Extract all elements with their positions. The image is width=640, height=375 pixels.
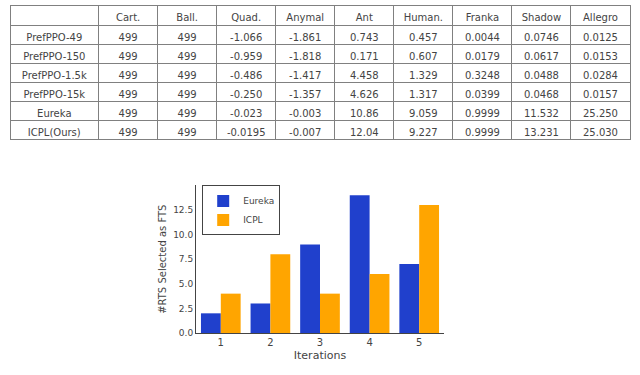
svg-text:499: 499 xyxy=(119,89,138,100)
svg-text:-0.003: -0.003 xyxy=(289,108,321,119)
svg-text:Quad.: Quad. xyxy=(231,12,261,23)
svg-text:13.231: 13.231 xyxy=(524,127,559,138)
svg-text:9.059: 9.059 xyxy=(409,108,438,119)
svg-text:5: 5 xyxy=(416,337,422,348)
svg-text:0.0: 0.0 xyxy=(179,328,194,338)
svg-text:Allegro: Allegro xyxy=(583,12,618,23)
svg-text:-0.486: -0.486 xyxy=(230,70,262,81)
svg-text:499: 499 xyxy=(119,108,138,119)
svg-text:Human.: Human. xyxy=(404,12,443,23)
svg-text:0.0153: 0.0153 xyxy=(583,51,618,62)
svg-text:7.5: 7.5 xyxy=(179,254,193,264)
svg-text:499: 499 xyxy=(178,108,197,119)
svg-text:Eureka: Eureka xyxy=(243,196,274,206)
svg-text:0.3248: 0.3248 xyxy=(465,70,500,81)
svg-text:-0.959: -0.959 xyxy=(230,51,262,62)
svg-text:0.607: 0.607 xyxy=(409,51,438,62)
svg-text:499: 499 xyxy=(178,127,197,138)
svg-text:12.5: 12.5 xyxy=(173,205,193,215)
svg-text:PrefPPO-1.5k: PrefPPO-1.5k xyxy=(22,70,87,81)
svg-text:PrefPPO-15k: PrefPPO-15k xyxy=(23,89,85,100)
svg-text:-0.0195: -0.0195 xyxy=(227,127,266,138)
svg-text:PrefPPO-150: PrefPPO-150 xyxy=(23,51,85,62)
svg-text:0.0399: 0.0399 xyxy=(465,89,500,100)
svg-text:499: 499 xyxy=(178,70,197,81)
svg-text:0.0488: 0.0488 xyxy=(524,70,559,81)
svg-text:10.86: 10.86 xyxy=(350,108,379,119)
svg-text:-1.417: -1.417 xyxy=(289,70,321,81)
svg-text:0.9999: 0.9999 xyxy=(465,127,500,138)
svg-text:0.9999: 0.9999 xyxy=(465,108,500,119)
svg-text:10.0: 10.0 xyxy=(173,230,193,240)
svg-text:4.626: 4.626 xyxy=(350,89,379,100)
svg-text:25.250: 25.250 xyxy=(583,108,618,119)
svg-text:4.458: 4.458 xyxy=(350,70,379,81)
svg-text:499: 499 xyxy=(119,32,138,43)
svg-text:11.532: 11.532 xyxy=(524,108,559,119)
svg-text:PrefPPO-49: PrefPPO-49 xyxy=(26,32,82,43)
svg-text:0.0157: 0.0157 xyxy=(583,89,618,100)
svg-text:5.0: 5.0 xyxy=(179,279,194,289)
svg-text:Iterations: Iterations xyxy=(294,349,347,362)
svg-text:0.171: 0.171 xyxy=(350,51,379,62)
svg-text:ICPL: ICPL xyxy=(243,215,262,225)
svg-text:#RTS Selected as FTS: #RTS Selected as FTS xyxy=(157,205,168,314)
svg-text:12.04: 12.04 xyxy=(350,127,379,138)
svg-text:ICPL(Ours): ICPL(Ours) xyxy=(28,127,81,138)
svg-text:499: 499 xyxy=(178,89,197,100)
svg-text:0.0125: 0.0125 xyxy=(583,32,618,43)
svg-text:499: 499 xyxy=(119,51,138,62)
svg-text:1: 1 xyxy=(218,337,224,348)
svg-text:-1.861: -1.861 xyxy=(289,32,321,43)
svg-text:2: 2 xyxy=(267,337,273,348)
svg-text:-0.023: -0.023 xyxy=(230,108,262,119)
svg-text:9.227: 9.227 xyxy=(409,127,438,138)
svg-text:-0.007: -0.007 xyxy=(289,127,321,138)
svg-text:4: 4 xyxy=(366,337,372,348)
svg-text:1.329: 1.329 xyxy=(409,70,438,81)
svg-text:1.317: 1.317 xyxy=(409,89,438,100)
svg-text:499: 499 xyxy=(178,32,197,43)
svg-text:-1.357: -1.357 xyxy=(289,89,321,100)
svg-text:-1.066: -1.066 xyxy=(230,32,262,43)
svg-text:499: 499 xyxy=(119,70,138,81)
svg-text:Eureka: Eureka xyxy=(37,108,71,119)
svg-text:499: 499 xyxy=(119,127,138,138)
svg-text:0.457: 0.457 xyxy=(409,32,438,43)
svg-text:Ball.: Ball. xyxy=(176,12,198,23)
svg-text:2.5: 2.5 xyxy=(179,304,193,314)
svg-text:Ant: Ant xyxy=(356,12,373,23)
svg-text:-0.250: -0.250 xyxy=(230,89,262,100)
svg-text:0.0044: 0.0044 xyxy=(465,32,500,43)
svg-text:0.0468: 0.0468 xyxy=(524,89,559,100)
svg-text:Shadow: Shadow xyxy=(522,12,561,23)
svg-text:499: 499 xyxy=(178,51,197,62)
svg-text:0.0746: 0.0746 xyxy=(524,32,559,43)
svg-text:-1.818: -1.818 xyxy=(289,51,321,62)
svg-text:0.743: 0.743 xyxy=(350,32,379,43)
svg-text:0.0617: 0.0617 xyxy=(524,51,559,62)
svg-text:Franka: Franka xyxy=(466,12,499,23)
svg-text:3: 3 xyxy=(317,337,323,348)
svg-text:Anymal: Anymal xyxy=(286,12,324,23)
svg-text:25.030: 25.030 xyxy=(583,127,618,138)
svg-text:0.0284: 0.0284 xyxy=(583,70,618,81)
svg-text:0.0179: 0.0179 xyxy=(465,51,500,62)
svg-text:Cart.: Cart. xyxy=(116,12,140,23)
